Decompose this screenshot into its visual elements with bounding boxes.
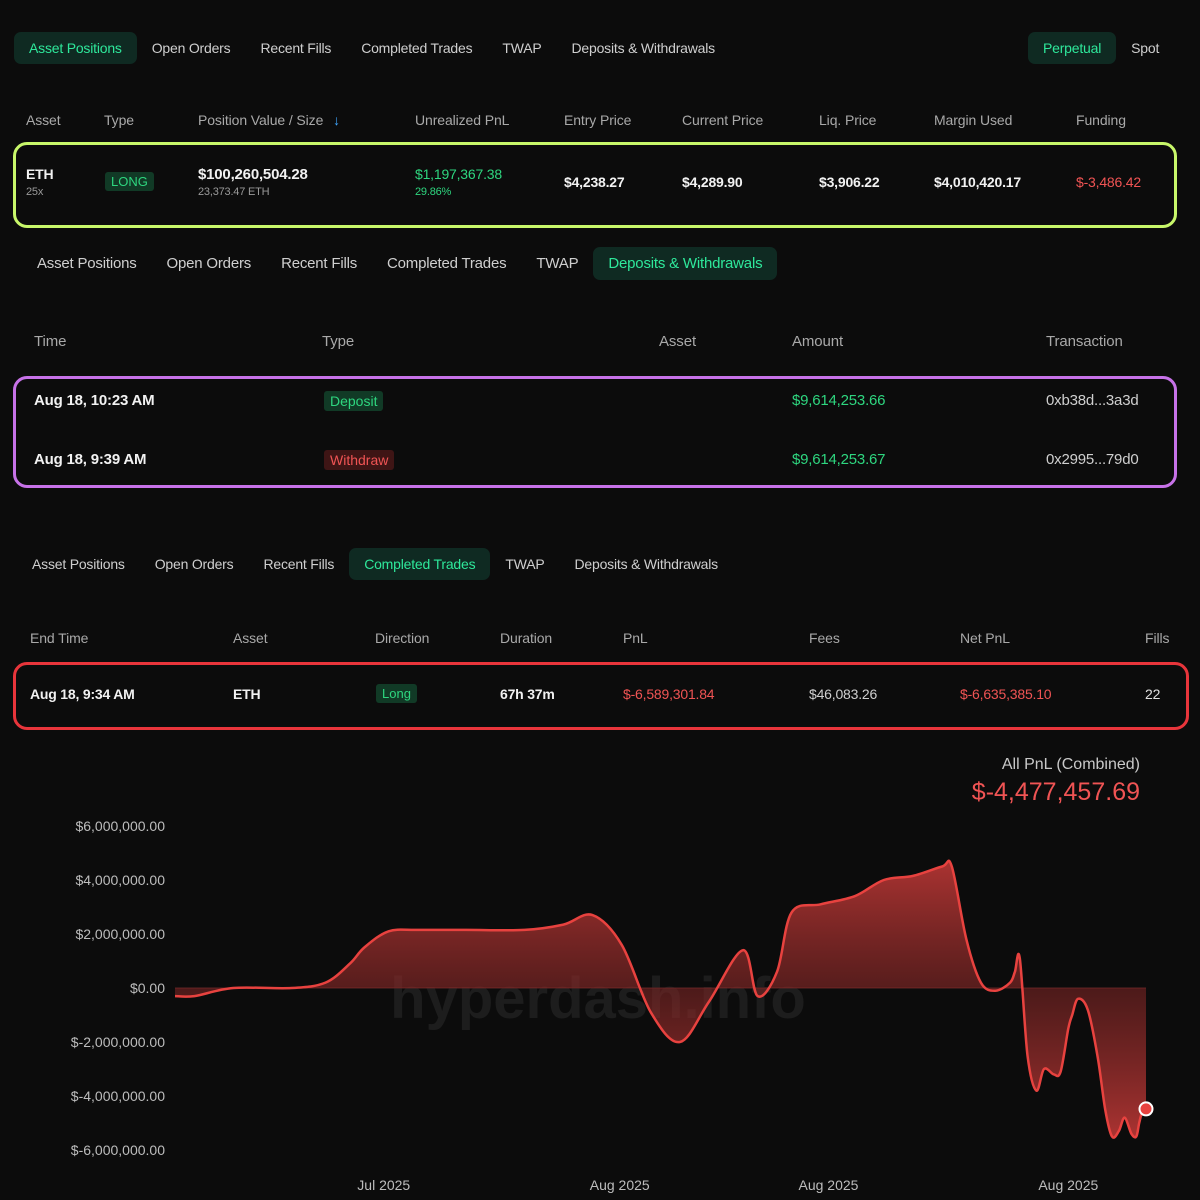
tab-recent-fills[interactable]: Recent Fills (281, 255, 358, 272)
col-time[interactable]: Time (34, 333, 67, 350)
position-value: $100,260,504.28 (198, 166, 308, 183)
tab-recent-fills[interactable]: Recent Fills (260, 40, 332, 56)
trade-fees: $46,083.26 (809, 686, 878, 702)
x-tick-label: Aug 2025 (1038, 1177, 1098, 1193)
col-fees[interactable]: Fees (809, 630, 840, 646)
position-leverage: 25x (26, 186, 44, 198)
trade-pnl: $-6,589,301.84 (623, 686, 715, 702)
trade-direction-badge: Long (376, 684, 417, 703)
pnl-chart[interactable]: hyperdash.info $6,000,000.00$4,000,000.0… (0, 800, 1200, 1200)
tab-open-orders[interactable]: Open Orders (151, 40, 231, 56)
tab-twap[interactable]: TWAP (502, 40, 542, 56)
trade-asset: ETH (233, 686, 261, 702)
col-duration[interactable]: Duration (500, 630, 553, 646)
col-type[interactable]: Type (104, 112, 134, 128)
y-axis: $6,000,000.00 $4,000,000.00 $2,000,000.00 $… (71, 818, 165, 1158)
margin-used: $4,010,420.17 (934, 174, 1021, 190)
tab-spot[interactable]: Spot (1131, 40, 1160, 56)
pnl-current-point[interactable] (1138, 1101, 1154, 1117)
y-tick-label: $-4,000,000.00 (71, 1088, 165, 1104)
tab-deposits-withdrawals[interactable]: Deposits & Withdrawals (574, 556, 719, 572)
deposit-tx-link[interactable]: 0xb38d...3a3d (1046, 392, 1139, 409)
y-tick-label: $6,000,000.00 (75, 818, 165, 834)
col-current-price[interactable]: Current Price (682, 112, 764, 128)
tab-completed-trades[interactable]: Completed Trades (349, 548, 491, 580)
tab-completed-trades[interactable]: Completed Trades (387, 255, 507, 272)
trade-duration: 67h 37m (500, 686, 555, 702)
tab-deposits-withdrawals[interactable]: Deposits & Withdrawals (571, 40, 716, 56)
tab-perpetual[interactable]: Perpetual (1028, 32, 1117, 64)
trade-fills: 22 (1145, 686, 1161, 702)
positions-tab-bar: Asset Positions Open Orders Recent Fills… (14, 32, 744, 64)
sort-desc-icon[interactable]: ↓ (333, 112, 340, 128)
tab-recent-fills[interactable]: Recent Fills (263, 556, 335, 572)
liq-price: $3,906.22 (819, 174, 880, 190)
y-tick-label: $-2,000,000.00 (71, 1034, 165, 1050)
col-asset[interactable]: Asset (659, 333, 697, 350)
trade-net-pnl: $-6,635,385.10 (960, 686, 1052, 702)
pnl-area-negative (175, 988, 1146, 1138)
col-margin-used[interactable]: Margin Used (934, 112, 1013, 128)
chart-total-pnl: $-4,477,457.69 (971, 778, 1140, 806)
deposit-time: Aug 18, 10:23 AM (34, 392, 155, 409)
x-tick-label: Jul 2025 (357, 1177, 410, 1193)
tab-deposits-withdrawals[interactable]: Deposits & Withdrawals (593, 247, 778, 280)
col-asset[interactable]: Asset (233, 630, 268, 646)
withdraw-tx-link[interactable]: 0x2995...79d0 (1046, 451, 1139, 468)
col-net-pnl[interactable]: Net PnL (960, 630, 1010, 646)
current-price: $4,289.90 (682, 174, 743, 190)
x-axis: Jul 2025 Aug 2025 Aug 2025 Aug 2025 (357, 1177, 1098, 1193)
tab-twap[interactable]: TWAP (505, 556, 545, 572)
col-pnl[interactable]: PnL (623, 630, 648, 646)
x-tick-label: Aug 2025 (590, 1177, 650, 1193)
col-liq-price[interactable]: Liq. Price (819, 112, 877, 128)
col-amount[interactable]: Amount (792, 333, 844, 350)
deposits-rows-highlight (13, 376, 1177, 488)
y-tick-label: $2,000,000.00 (75, 926, 165, 942)
tab-twap[interactable]: TWAP (536, 255, 579, 272)
col-entry-price[interactable]: Entry Price (564, 112, 632, 128)
tab-asset-positions[interactable]: Asset Positions (14, 32, 137, 64)
col-fills[interactable]: Fills (1145, 630, 1170, 646)
tab-open-orders[interactable]: Open Orders (166, 255, 252, 272)
funding: $-3,486.42 (1076, 174, 1141, 190)
col-funding[interactable]: Funding (1076, 112, 1126, 128)
trade-end-time: Aug 18, 9:34 AM (30, 686, 135, 702)
position-type-badge: LONG (105, 172, 154, 191)
withdraw-type-badge: Withdraw (324, 450, 395, 470)
col-end-time[interactable]: End Time (30, 630, 89, 646)
unrealized-pnl: $1,197,367.38 (415, 166, 502, 182)
tab-asset-positions[interactable]: Asset Positions (37, 255, 137, 272)
y-tick-label: $4,000,000.00 (75, 872, 165, 888)
y-tick-label: $0.00 (130, 980, 165, 996)
deposit-amount: $9,614,253.66 (792, 392, 886, 409)
trade-row-highlight (13, 662, 1189, 730)
col-asset[interactable]: Asset (26, 112, 61, 128)
trades-tab-bar: Asset Positions Open Orders Recent Fills… (17, 548, 757, 580)
col-transaction[interactable]: Transaction (1046, 333, 1123, 350)
col-position-value[interactable]: Position Value / Size ↓ (198, 112, 340, 128)
tab-open-orders[interactable]: Open Orders (154, 556, 234, 572)
col-position-value-label: Position Value / Size (198, 112, 324, 128)
chart-title: All PnL (Combined) (1001, 756, 1140, 773)
y-tick-label: $-6,000,000.00 (71, 1142, 165, 1158)
col-type[interactable]: Type (322, 333, 355, 350)
position-asset: ETH (26, 166, 54, 182)
pnl-area-positive (175, 860, 1146, 988)
unrealized-pnl-pct: 29.86% (415, 186, 452, 198)
tab-completed-trades[interactable]: Completed Trades (361, 40, 473, 56)
entry-price: $4,238.27 (564, 174, 625, 190)
market-tab-bar: Perpetual Spot (1028, 32, 1174, 64)
deposits-tab-bar: Asset Positions Open Orders Recent Fills… (22, 247, 812, 280)
withdraw-time: Aug 18, 9:39 AM (34, 451, 147, 468)
deposit-type-badge: Deposit (324, 391, 384, 411)
position-row-highlight (13, 142, 1177, 228)
withdraw-amount: $9,614,253.67 (792, 451, 886, 468)
col-direction[interactable]: Direction (375, 630, 430, 646)
pnl-line (174, 859, 1147, 1139)
position-size: 23,373.47 ETH (198, 186, 270, 198)
tab-asset-positions[interactable]: Asset Positions (32, 556, 125, 572)
col-unrealized-pnl[interactable]: Unrealized PnL (415, 112, 510, 128)
x-tick-label: Aug 2025 (799, 1177, 859, 1193)
